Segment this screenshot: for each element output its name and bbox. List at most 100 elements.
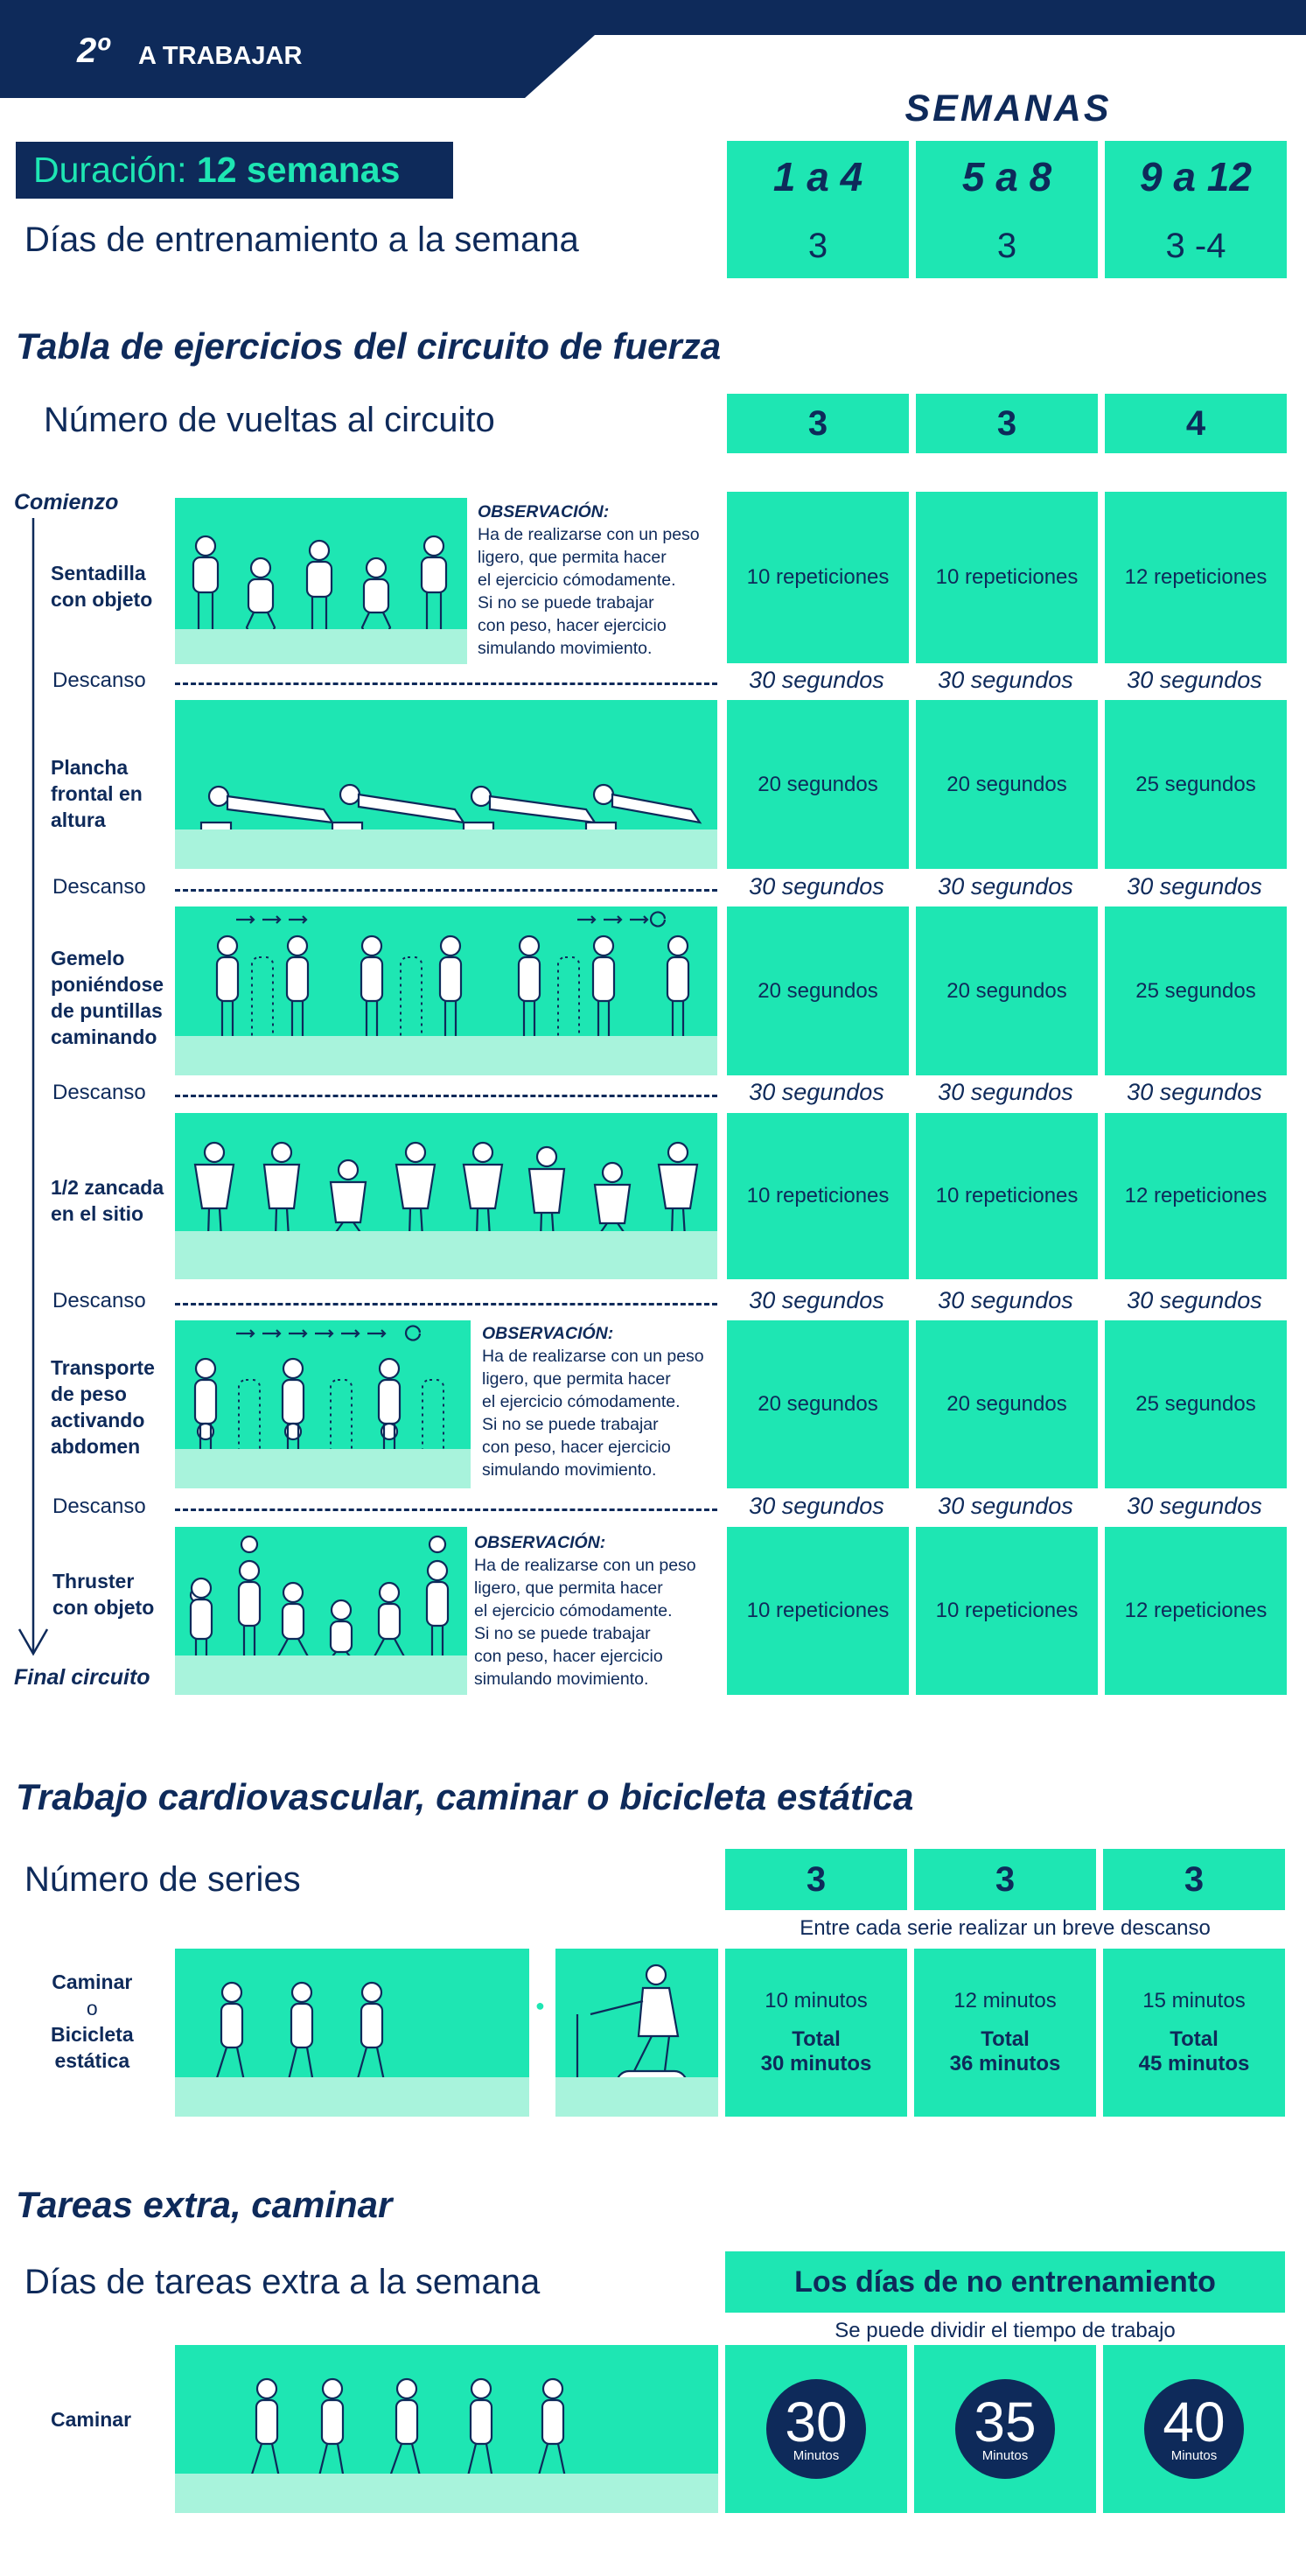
exercise-image-plank (175, 700, 717, 869)
ex5-value-1: 20 segundos (727, 1320, 909, 1488)
rest-label-1: Descanso (52, 668, 146, 692)
laps-value-1: 3 (727, 394, 909, 453)
rest-value-5b: 30 segundos (938, 1493, 1073, 1519)
extra-title: Tareas extra, caminar (16, 2184, 393, 2225)
cardio-activity-label: Caminar o Bicicleta estática (51, 1970, 134, 2072)
end-label: Final circuito (14, 1665, 150, 1690)
rest-divider-4 (175, 1303, 717, 1306)
rest-value-4b: 30 segundos (938, 1287, 1073, 1313)
exercise-image-lunge (175, 1113, 717, 1279)
ex6-value-3: 12 repeticiones (1105, 1527, 1287, 1695)
ex4-value-1: 10 repeticiones (727, 1113, 909, 1279)
ex2-value-3: 25 segundos (1105, 700, 1287, 869)
ex5-value-2: 20 segundos (916, 1320, 1098, 1488)
cardio-title: Trabajo cardiovascular, caminar o bicicl… (16, 1776, 914, 1817)
rest-divider-5 (175, 1508, 717, 1511)
ex2-value-1: 20 segundos (727, 700, 909, 869)
extra-days-value: Los días de no entrenamiento (725, 2251, 1285, 2313)
exercise-name-4: 1/2 zancada en el sitio (51, 1176, 164, 1225)
rest-value-5c: 30 segundos (1127, 1493, 1262, 1519)
ex4-value-2: 10 repeticiones (916, 1113, 1098, 1279)
ex1-value-2: 10 repeticiones (916, 492, 1098, 663)
extra-days-label: Días de tareas extra a la semana (24, 2263, 541, 2301)
cardio-col-1: 10 minutos Total 30 minutos (725, 1949, 907, 2117)
rest-value-3a: 30 segundos (749, 1079, 884, 1105)
ex2-value-2: 20 segundos (916, 700, 1098, 869)
training-days-label: Días de entrenamiento a la semana (24, 220, 579, 259)
laps-label: Número de vueltas al circuito (44, 401, 495, 439)
rest-value-2c: 30 segundos (1127, 873, 1262, 900)
header-banner (0, 0, 1306, 98)
observation-3: OBSERVACIÓN: Ha de realizarse con un pes… (474, 1533, 696, 1689)
minutes-badge-3: 40 Minutos (1144, 2379, 1244, 2479)
rest-divider-2 (175, 889, 717, 892)
week-col-3: 9 a 12 3 -4 (1105, 141, 1287, 278)
rest-label-3: Descanso (52, 1081, 146, 1104)
rest-value-3c: 30 segundos (1127, 1079, 1262, 1105)
cardio-col-3: 15 minutos Total 45 minutos (1103, 1949, 1285, 2117)
ex4-value-3: 12 repeticiones (1105, 1113, 1287, 1279)
rest-value-1b: 30 segundos (938, 667, 1073, 693)
series-value-1: 3 (725, 1849, 907, 1910)
cardio-col-2: 12 minutos Total 36 minutos (914, 1949, 1096, 2117)
series-value-2: 3 (914, 1849, 1096, 1910)
rest-value-1c: 30 segundos (1127, 667, 1262, 693)
exercise-name-2: Plancha frontal en altura (51, 756, 143, 831)
extra-activity-label: Caminar (51, 2408, 132, 2431)
header-number: 2º (77, 32, 109, 70)
rest-value-5a: 30 segundos (749, 1493, 884, 1519)
circuit-title: Tabla de ejercicios del circuito de fuer… (16, 326, 722, 367)
rest-value-2a: 30 segundos (749, 873, 884, 900)
laps-value-2: 3 (916, 394, 1098, 453)
ex1-value-1: 10 repeticiones (727, 492, 909, 663)
rest-label-4: Descanso (52, 1289, 146, 1312)
ex3-value-2: 20 segundos (916, 906, 1098, 1075)
exercise-name-3: Gemelo poniéndose de puntillas caminando (51, 947, 164, 1048)
extra-col-3: 40 Minutos (1103, 2345, 1285, 2513)
or-dot-icon: ● (535, 1997, 545, 2014)
rest-label-5: Descanso (52, 1494, 146, 1518)
flow-arrow (17, 518, 49, 1656)
extra-col-1: 30 Minutos (725, 2345, 907, 2513)
weeks-heading: SEMANAS (904, 88, 1112, 130)
duration-label: Duración: (33, 150, 187, 190)
series-value-3: 3 (1103, 1849, 1285, 1910)
ex3-value-1: 20 segundos (727, 906, 909, 1075)
rest-value-4a: 30 segundos (749, 1287, 884, 1313)
cardio-image-walk (175, 1949, 529, 2117)
rest-value-4c: 30 segundos (1127, 1287, 1262, 1313)
cardio-image-bike (555, 1949, 718, 2117)
ex6-value-1: 10 repeticiones (727, 1527, 909, 1695)
week-col-2: 5 a 8 3 (916, 141, 1098, 278)
series-note: Entre cada serie realizar un breve desca… (800, 1916, 1211, 1940)
rest-value-3b: 30 segundos (938, 1079, 1073, 1105)
exercise-image-weight-carry (175, 1320, 471, 1488)
header-title: A TRABAJAR (138, 42, 303, 70)
laps-value-3: 4 (1105, 394, 1287, 453)
extra-image-walk (175, 2345, 718, 2513)
extra-col-2: 35 Minutos (914, 2345, 1096, 2513)
minutes-badge-2: 35 Minutos (955, 2379, 1055, 2479)
observation-1: OBSERVACIÓN: Ha de realizarse con un pes… (478, 502, 700, 658)
rest-value-1a: 30 segundos (749, 667, 884, 693)
observation-2: OBSERVACIÓN: Ha de realizarse con un pes… (482, 1324, 704, 1480)
rest-divider-3 (175, 1095, 717, 1097)
minutes-badge-1: 30 Minutos (766, 2379, 866, 2479)
exercise-image-thruster (175, 1527, 467, 1695)
ex5-value-3: 25 segundos (1105, 1320, 1287, 1488)
rest-label-2: Descanso (52, 875, 146, 899)
duration-box: Duración: 12 semanas (16, 142, 453, 199)
duration-value: 12 semanas (196, 150, 401, 190)
exercise-name-1: Sentadilla con objeto (51, 562, 153, 611)
exercise-image-squat (175, 498, 467, 664)
ex6-value-2: 10 repeticiones (916, 1527, 1098, 1695)
rest-divider-1 (175, 682, 717, 685)
extra-note: Se puede dividir el tiempo de trabajo (835, 2319, 1176, 2342)
exercise-image-calf-walk (175, 906, 717, 1075)
ex3-value-3: 25 segundos (1105, 906, 1287, 1075)
ex1-value-3: 12 repeticiones (1105, 492, 1287, 663)
rest-value-2b: 30 segundos (938, 873, 1073, 900)
week-col-1: 1 a 4 3 (727, 141, 909, 278)
series-label: Número de series (24, 1860, 301, 1899)
exercise-name-6: Thruster con objeto (52, 1570, 155, 1619)
